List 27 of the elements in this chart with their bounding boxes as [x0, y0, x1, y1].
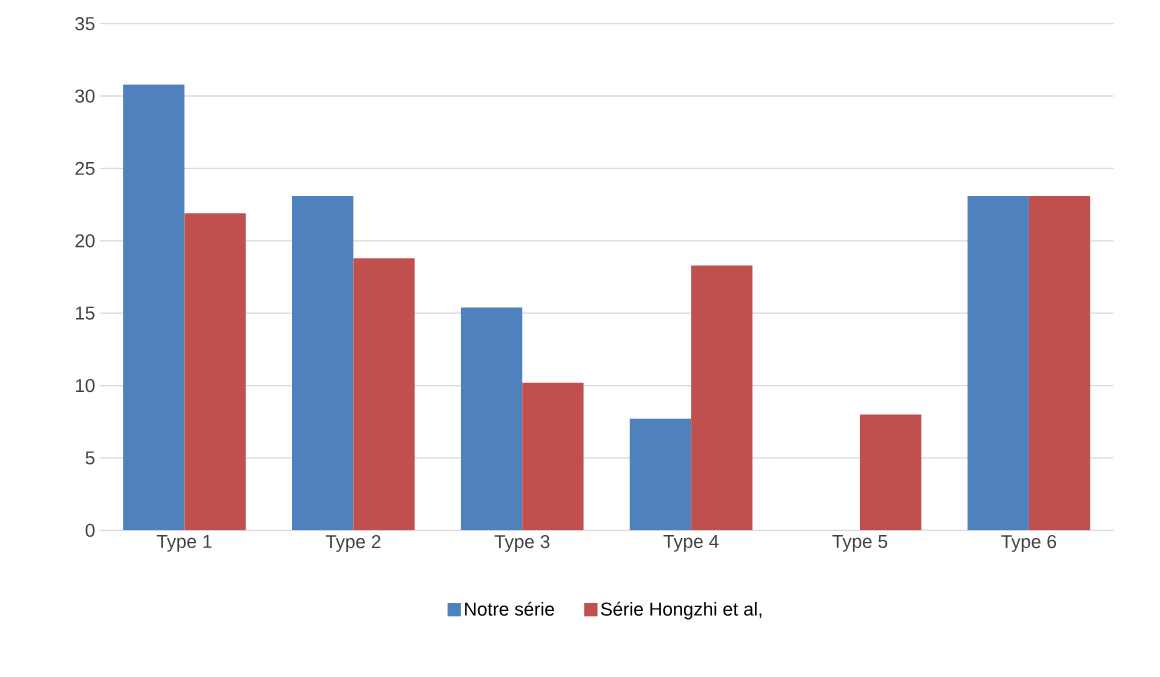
y-tick-label: 15 [75, 306, 95, 320]
y-tick-label: 0 [85, 523, 95, 537]
bar [292, 195, 354, 531]
bar [522, 382, 584, 531]
bar [860, 414, 922, 531]
bar [184, 213, 246, 531]
legend-label: Notre série [465, 601, 555, 616]
bar [629, 418, 692, 531]
y-tick-label: 35 [75, 17, 95, 31]
bar [1028, 195, 1091, 531]
x-tick-label: Type 6 [1001, 535, 1057, 552]
x-tick-label: Type 5 [832, 535, 888, 552]
y-tick-label: 20 [75, 234, 95, 248]
bar [460, 307, 523, 531]
x-tick-label: Type 2 [325, 535, 381, 552]
legend-label: Série Hongzhi et al, [601, 601, 762, 620]
x-tick-label: Type 1 [156, 535, 212, 552]
y-tick-label: 30 [75, 89, 95, 103]
bar [123, 84, 185, 531]
bar [691, 265, 753, 531]
y-tick-label: 10 [75, 378, 95, 393]
y-tick-label: 5 [85, 451, 95, 465]
bar [353, 258, 415, 531]
y-tick-label: 25 [75, 161, 95, 176]
x-tick-label: Type 3 [494, 535, 550, 552]
x-tick-label: Type 4 [663, 535, 719, 552]
bar [967, 195, 1029, 531]
